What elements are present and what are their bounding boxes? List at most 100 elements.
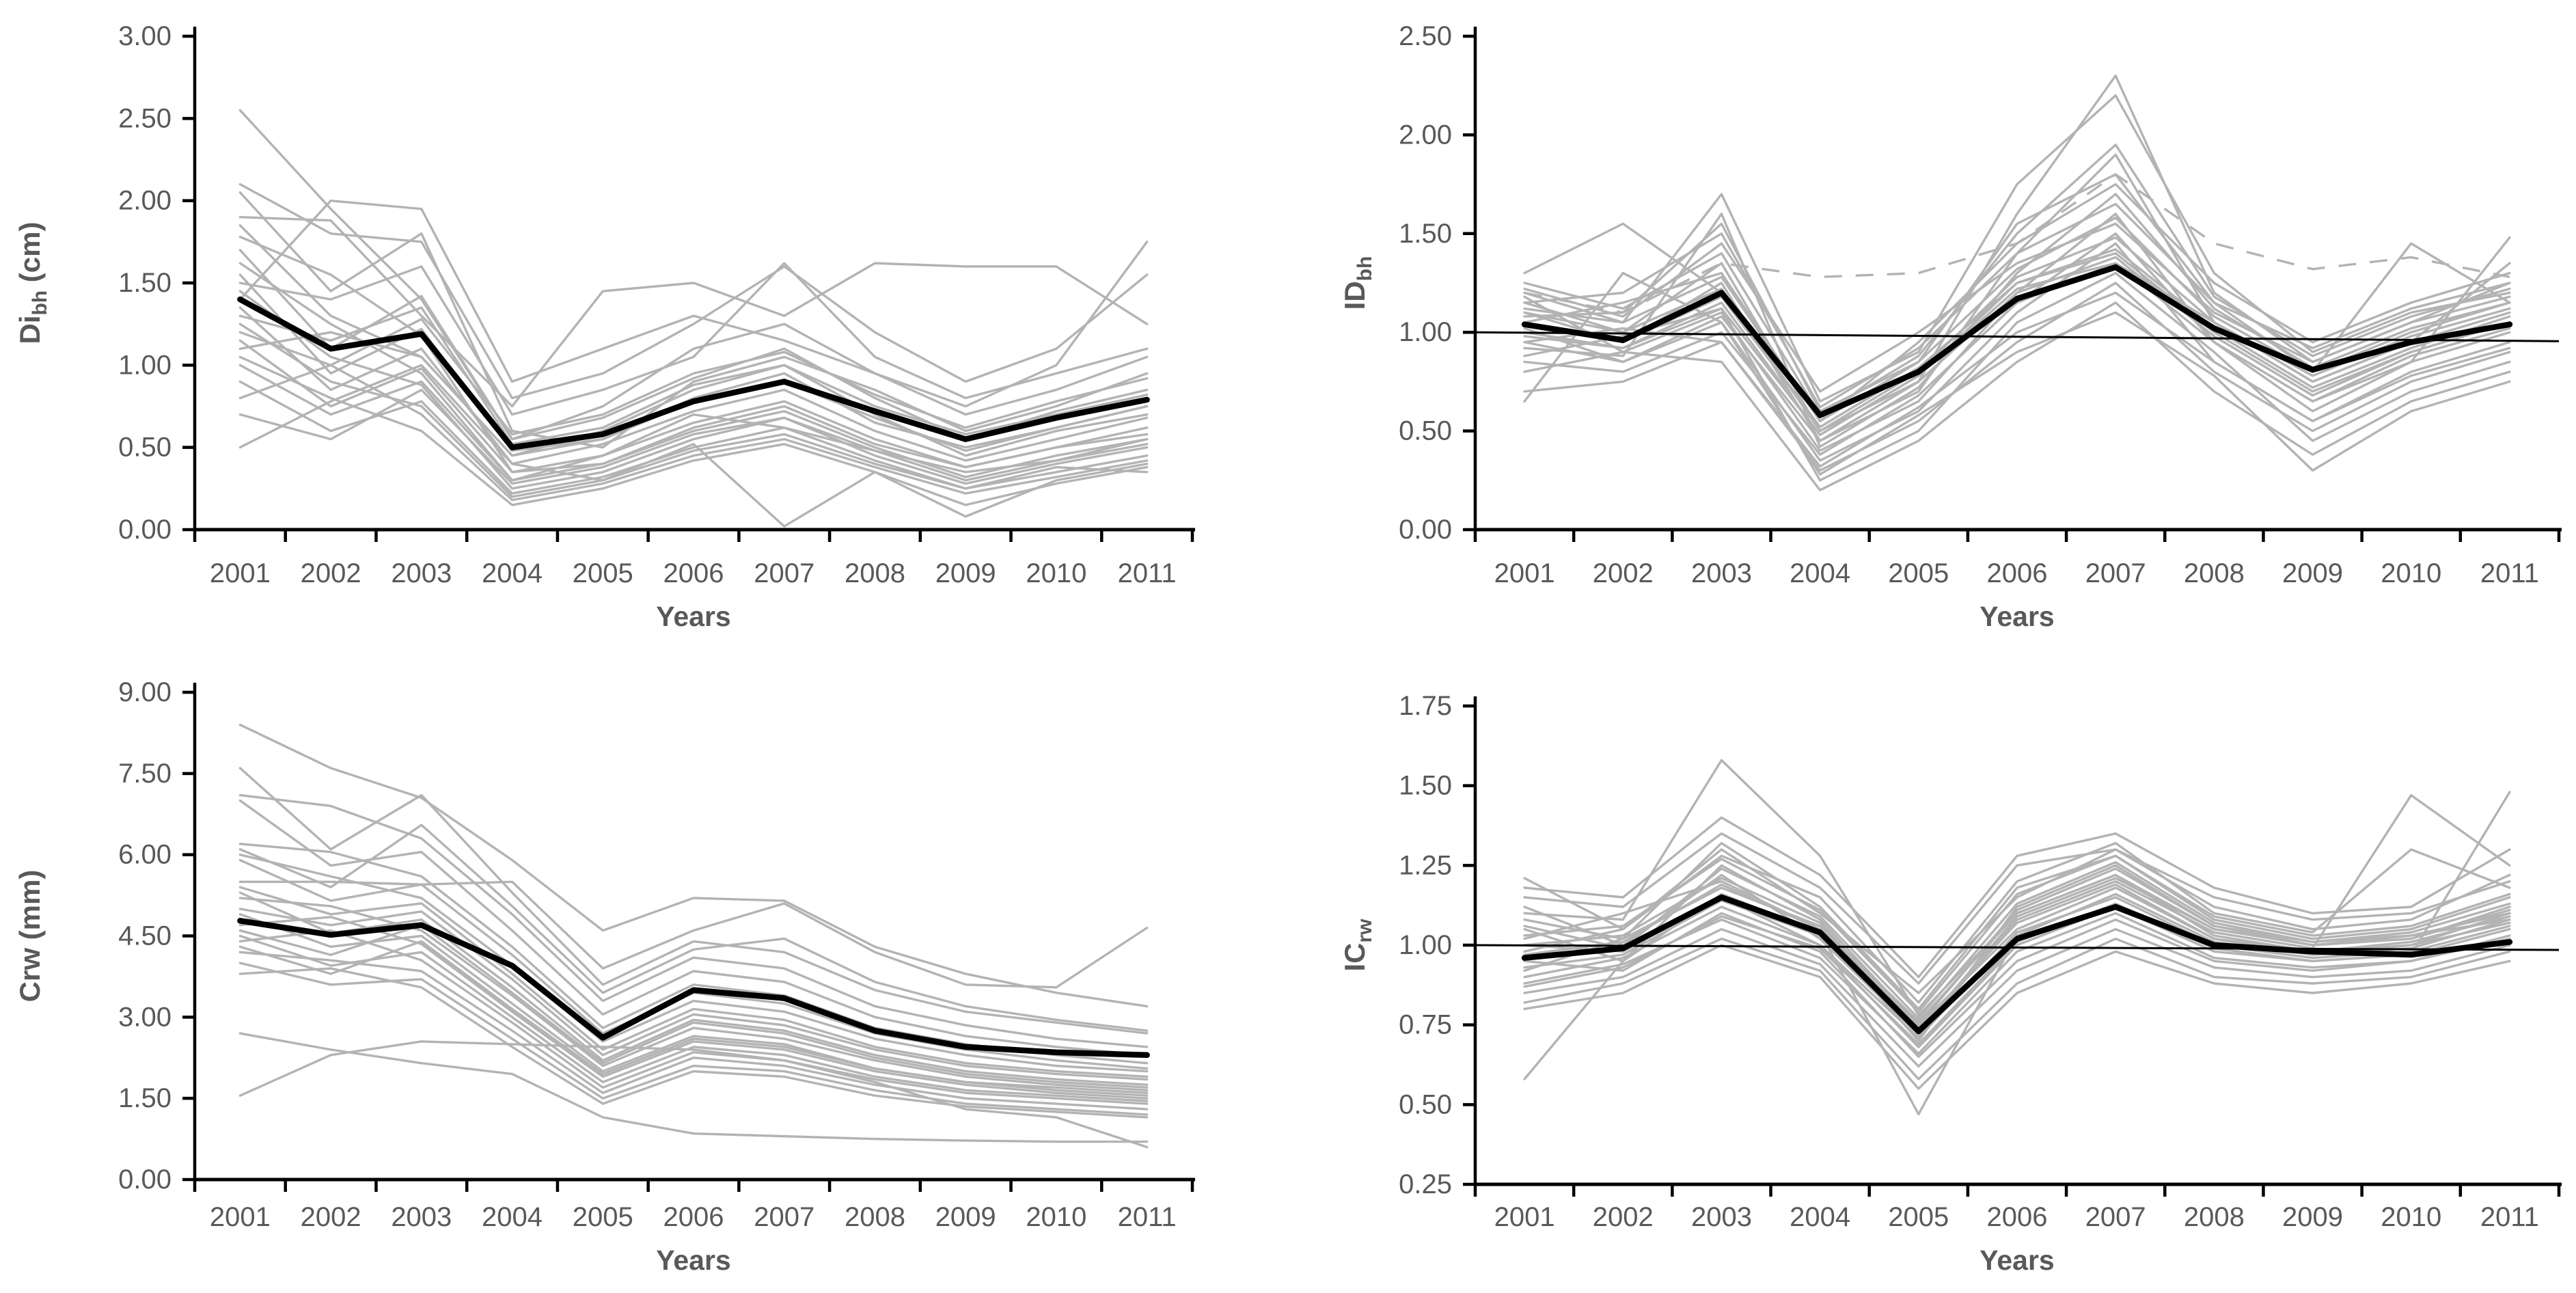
gray-series-line [238,880,1149,989]
mean-series-line [237,918,1150,1059]
x-tick-label: 2007 [2085,1202,2146,1232]
x-tick-label: 2003 [391,558,452,588]
gray-series-line [1523,144,2511,417]
y-tick-label: 2.50 [1399,21,1452,51]
y-tick-label: 3.00 [118,1002,172,1032]
gray-series-line [238,339,1149,474]
gray-series-line [1523,236,2511,433]
gray-series-line [238,191,1149,449]
y-tick-label: 1.00 [1399,317,1452,347]
x-tick-label: 2008 [2184,558,2245,588]
x-tick-label: 2009 [935,558,996,588]
x-tick-label: 2010 [2381,1202,2441,1232]
gray-series-line [1523,271,2511,482]
x-tick-label: 2008 [845,558,905,588]
x-axis-title: Years [656,1244,730,1276]
gray-series-line [1523,937,2511,1080]
y-axis-title: Dibh (cm) [14,221,51,344]
x-tick-label: 2005 [1888,1202,1949,1232]
gray-series-line [1523,222,2511,393]
gray-series-line [1523,291,2511,468]
gray-series-line [238,364,1149,502]
x-tick-label: 2001 [1494,1202,1555,1232]
y-tick-label: 2.00 [118,186,172,216]
gray-series-line [238,273,1149,452]
gray-series-line [238,262,1149,416]
individual-series-group [238,723,1149,1149]
chart-crw: 0.00 1.50 3.00 4.50 6.00 7.50 9.00 2001 2002 2003… [14,677,1195,1276]
x-tick-label: 2001 [1494,558,1555,588]
mean-series-line [1521,894,2513,1035]
gray-series-line [238,364,1149,528]
mean-series-line [1521,264,2513,418]
y-tick-label: 2.00 [1399,120,1452,150]
y-tick-label: 2.50 [118,103,172,133]
y-tick-label: 9.00 [118,677,172,707]
x-tick-label: 2004 [1790,1202,1850,1232]
axes: 0.00 1.50 3.00 4.50 6.00 7.50 9.00 2001 2002 2003… [118,677,1195,1232]
gray-series-line [238,843,1149,1065]
gray-series-line [238,1040,1149,1149]
x-axis-title: Years [656,601,730,632]
gray-series-line [238,364,1149,482]
x-tick-label: 2010 [1026,1202,1086,1232]
gray-series-line [238,388,1149,485]
gray-series-line [1523,854,2511,1013]
individual-series-group [1523,74,2511,491]
y-tick-label: 3.00 [118,21,172,51]
gray-series-line [1523,193,2511,448]
x-tick-label: 2001 [210,558,271,588]
gray-series-line [238,380,1149,495]
y-tick-label: 0.00 [1399,515,1452,545]
x-tick-label: 2009 [2282,1202,2343,1232]
x-tick-label: 2011 [2480,558,2539,588]
x-tick-label: 2006 [663,1202,724,1232]
y-tick-label: 0.00 [118,1165,172,1195]
y-tick-label: 0.50 [118,433,172,463]
x-axis-title: Years [1979,601,2054,632]
gray-series-line [238,767,1149,1035]
chart-ic_rw: 0.25 0.50 0.75 1.00 1.25 1.50 1.75 2001 2002 2003… [1339,691,2562,1276]
chart-id_bh: 0.00 0.50 1.00 1.50 2.00 2.50 2001 2002 2003 2004… [1339,21,2562,632]
y-axis-title: Crw (mm) [14,870,46,1003]
gray-series-line [1523,236,2511,437]
gray-series-line [238,891,1149,1087]
panel-di-bh: 0.00 0.50 1.00 1.50 2.00 2.50 3.00 2001 2002 2003… [0,0,1288,646]
x-tick-label: 2005 [1888,558,1949,588]
gray-series-line [238,934,1149,1102]
individual-series-group [238,109,1149,528]
y-tick-label: 1.50 [1399,219,1452,249]
x-tick-label: 2006 [1987,1202,2048,1232]
gray-series-line [1523,896,2511,1039]
y-tick-label: 1.00 [1399,930,1452,960]
y-tick-label: 0.00 [118,515,172,545]
y-tick-label: 1.50 [118,1083,172,1113]
x-tick-label: 2007 [754,558,814,588]
y-tick-label: 1.25 [1399,850,1452,880]
mean-series-line [237,296,1150,450]
gray-series-line [238,967,1149,1119]
panel-id-bh: 0.00 0.50 1.00 1.50 2.00 2.50 2001 2002 2003 2004… [1288,0,2576,646]
gray-series-line [1523,232,2511,456]
y-axis-title: ICrw [1339,918,1376,972]
gray-series-line [1523,248,2511,428]
gray-series-line [238,290,1149,490]
gray-series-line [238,908,1149,1081]
gray-series-line [238,951,1149,1111]
axes: 0.00 0.50 1.00 1.50 2.00 2.50 2001 2002 2003 2004… [1399,21,2562,588]
x-tick-label: 2006 [663,558,724,588]
gray-series-line [1523,867,2511,1026]
x-tick-label: 2010 [2381,558,2441,588]
x-tick-label: 2010 [1026,558,1086,588]
x-tick-label: 2004 [482,1202,543,1232]
gray-series-line [238,824,1149,1032]
x-tick-label: 2003 [1691,1202,1752,1232]
y-tick-label: 0.50 [1399,1089,1452,1119]
y-tick-label: 0.75 [1399,1010,1452,1040]
panel-crw: 0.00 1.50 3.00 4.50 6.00 7.50 9.00 2001 2002 2003… [0,646,1288,1293]
x-tick-label: 2011 [2480,1202,2539,1232]
x-tick-label: 2001 [210,1202,271,1232]
reference-line [1475,331,2560,342]
gray-series-line [238,199,1149,408]
gray-series-line [238,182,1149,400]
